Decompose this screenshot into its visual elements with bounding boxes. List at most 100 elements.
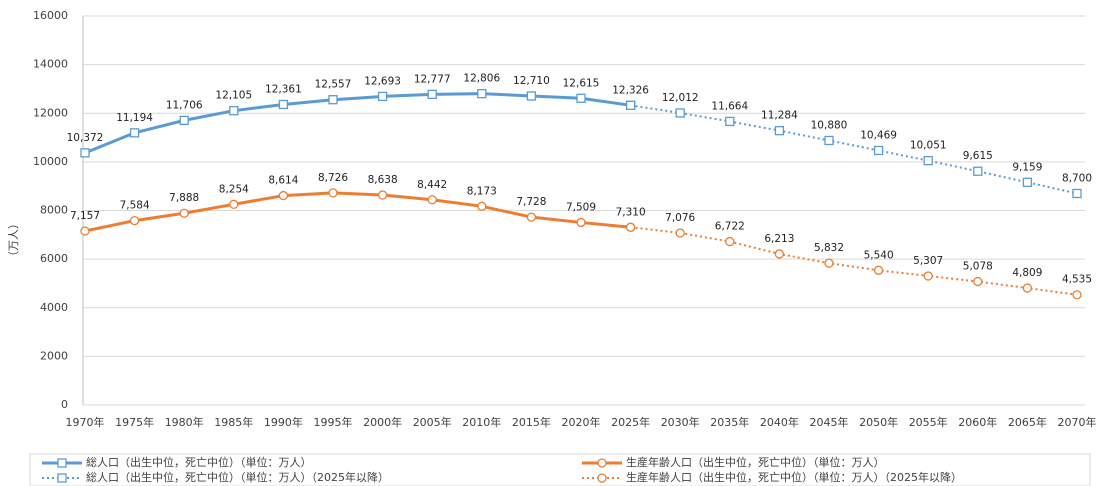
x-tick-label: 2045年 [810,415,849,429]
x-tick-label: 1985年 [214,415,253,429]
data-point [477,201,487,211]
data-label: 12,806 [463,73,500,85]
data-label: 5,540 [864,249,894,261]
data-label: 7,584 [120,200,150,212]
data-point [229,199,239,209]
x-tick-label: 1970年 [66,415,105,429]
data-point [873,145,884,156]
data-point [923,155,933,166]
data-label: 8,173 [467,185,497,197]
data-label: 12,693 [364,75,401,87]
data-label: 5,307 [913,255,943,267]
data-point [675,228,685,238]
data-label: 6,722 [715,221,745,233]
legend-marker [597,458,607,468]
data-label: 12,557 [315,79,352,91]
data-label: 7,310 [616,206,646,218]
data-label: 7,157 [70,210,100,222]
x-tick-label: 2020年 [562,415,601,429]
legend-label: 生産年齢人口（出生中位，死亡中位）（単位：万人） [626,455,885,469]
data-point [1072,290,1082,300]
x-tick-label: 2015年 [512,415,551,429]
data-point [824,135,834,146]
data-point [1072,188,1082,199]
data-point [129,215,140,226]
data-point [774,126,785,136]
legend-box [29,453,1091,486]
legend-marker [57,458,67,468]
data-label: 11,194 [116,112,153,124]
data-label: 7,728 [516,196,546,208]
data-point [824,258,834,268]
x-tick-label: 2065年 [1008,415,1047,429]
data-label: 4,535 [1062,274,1092,286]
data-point [923,271,933,281]
x-tick-label: 1990年 [264,415,303,429]
y-tick-label: 8000 [40,204,68,217]
legend-label: 総人口（出生中位，死亡中位）（単位：万人） [86,455,312,469]
data-point [1022,177,1033,187]
data-label: 11,664 [711,100,748,112]
data-label: 4,809 [1012,267,1042,279]
series-line [630,226,1078,296]
x-tick-label: 2030年 [661,415,700,429]
data-point [328,188,338,198]
data-point [80,148,90,158]
data-label: 7,076 [665,212,695,224]
data-point [377,91,388,102]
data-point [625,100,636,110]
data-point [427,89,437,100]
data-label: 8,726 [318,172,348,184]
data-label: 6,213 [764,233,794,245]
data-point [129,128,140,138]
data-point [229,106,239,116]
x-tick-label: 2010年 [462,415,501,429]
data-point [1022,283,1033,293]
x-tick-label: 2040年 [760,415,799,429]
data-point [725,116,735,127]
data-point [179,208,189,218]
legend-label: 総人口（出生中位，死亡中位）（単位：万人）（2025年以降） [86,470,389,484]
y-tick-label: 6000 [40,252,68,265]
data-label: 8,614 [268,175,298,187]
x-tick-label: 2060年 [958,415,997,429]
y-axis-label: （万人） [7,218,20,262]
data-point [526,91,537,101]
y-tick-label: 0 [61,398,68,411]
data-label: 12,105 [215,90,252,102]
data-point [328,95,338,105]
legend-marker [57,473,67,483]
series-line [84,191,631,233]
data-point [774,249,785,259]
x-tick-label: 2025年 [611,415,650,429]
x-tick-label: 2050年 [859,415,898,429]
data-label: 5,078 [963,261,993,273]
data-label: 12,710 [513,75,550,87]
data-label: 9,159 [1012,161,1042,173]
y-tick-label: 4000 [40,301,68,314]
data-label: 12,777 [414,73,451,85]
data-label: 7,509 [566,201,596,213]
x-tick-label: 2070年 [1058,415,1097,429]
data-label: 12,326 [612,84,649,96]
data-label: 11,284 [761,110,798,122]
data-label: 8,442 [417,179,447,191]
data-point [973,166,983,176]
data-point [526,212,537,222]
y-tick-label: 2000 [40,349,68,362]
legend-marker [597,473,607,483]
data-label: 8,700 [1062,172,1092,184]
data-point [179,115,189,126]
data-point [576,93,586,103]
x-tick-label: 1975年 [115,415,154,429]
data-label: 10,469 [860,129,897,141]
data-point [278,190,289,201]
data-label: 12,615 [563,77,600,89]
data-label: 10,051 [910,140,947,152]
data-point [576,217,586,228]
data-point [80,226,90,236]
x-tick-label: 1980年 [165,415,204,429]
data-label: 7,888 [169,192,199,204]
data-label: 8,254 [219,183,249,195]
